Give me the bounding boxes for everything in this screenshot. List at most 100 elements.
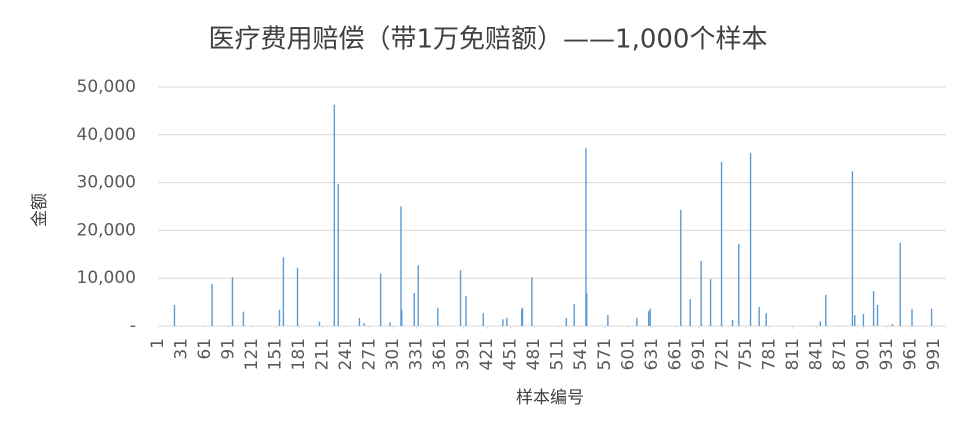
bar [930,308,933,326]
bar [911,308,913,326]
bar [358,317,361,326]
bar [437,307,439,326]
x-tick-label: 241 [336,338,356,370]
chart-title: 医疗费用赔偿（带1万免赔额）——1,000个样本 [209,25,768,55]
x-tick-label: 901 [853,338,873,370]
bar [680,209,682,326]
bar [854,315,856,326]
bar [607,315,609,326]
bar [531,277,533,326]
x-tick-label: 601 [618,338,638,370]
y-tick-label: 10,000 [77,268,136,288]
bar [738,243,740,326]
bar [502,319,504,326]
bar [636,317,638,326]
bar [333,104,336,326]
x-tick-label: 781 [759,338,779,370]
bar [758,306,760,326]
bar [521,307,524,326]
bar [862,314,865,326]
bar [337,184,339,326]
x-tick-label: 841 [806,338,826,370]
x-tick-label: 121 [242,338,262,370]
bar [400,206,402,326]
y-axis-label: 金额 [30,193,50,227]
bar [242,311,245,326]
bar [506,317,508,326]
x-tick-label: 961 [900,338,920,370]
x-tick-label: 481 [524,338,544,370]
bar [586,293,588,326]
x-tick-label: 451 [501,338,521,370]
x-tick-label: 541 [571,338,591,370]
bar [520,309,523,326]
bar [851,171,854,326]
x-tick-label: 991 [924,338,944,370]
bar [649,308,651,326]
bar [459,270,462,326]
x-tick-label: 631 [642,338,662,370]
bar [647,311,650,326]
x-tick-label: 1 [148,338,168,349]
bar [825,294,827,326]
bar [465,295,467,326]
bar [585,148,587,326]
x-tick-label: 811 [783,338,803,370]
bar [278,309,281,326]
bar [765,313,767,326]
y-tick-label: 30,000 [77,173,136,193]
x-tick-label: 691 [689,338,709,370]
bar [211,283,213,326]
x-tick-label: 931 [877,338,897,370]
x-tick-label: 871 [830,338,850,370]
x-tick-label: 721 [712,338,732,370]
x-tick-label: 91 [219,338,239,360]
bar [709,279,712,326]
bar [876,304,879,326]
bar [482,313,484,326]
bar [379,273,382,326]
bar [819,321,821,326]
x-tick-label: 181 [289,338,309,370]
x-tick-label: 511 [548,338,568,370]
bar [318,321,321,326]
bar [565,317,568,326]
bar [872,291,875,326]
x-tick-label: 271 [360,338,380,370]
x-tick-label: 661 [665,338,685,370]
bar [700,260,702,326]
bar [573,304,575,326]
y-tick-label: 20,000 [77,220,136,240]
x-axis-label: 样本编号 [516,388,584,408]
bar [231,277,234,326]
x-tick-label: 61 [195,338,215,360]
bar [891,324,894,326]
bar [689,299,691,326]
x-tick-label: 301 [383,338,403,370]
x-tick-label: 751 [736,338,756,370]
bar [401,309,403,326]
bar [389,322,391,326]
bar [731,319,734,326]
x-tick-label: 571 [595,338,615,370]
x-tick-label: 31 [172,338,192,360]
y-tick-label: - [130,316,136,336]
bar [282,257,285,326]
bar [173,304,176,326]
bar [417,265,419,326]
x-tick-label: 331 [407,338,427,370]
bar [413,293,415,326]
bar [296,267,299,326]
y-tick-label: 50,000 [77,77,136,97]
bar [363,323,365,326]
bar [749,152,752,326]
x-tick-label: 361 [430,338,450,370]
bar [899,242,901,326]
x-tick-label: 151 [266,338,286,370]
x-tick-label: 211 [313,338,333,370]
x-tick-label: 391 [454,338,474,370]
bar [720,162,723,326]
y-tick-label: 40,000 [77,125,136,145]
